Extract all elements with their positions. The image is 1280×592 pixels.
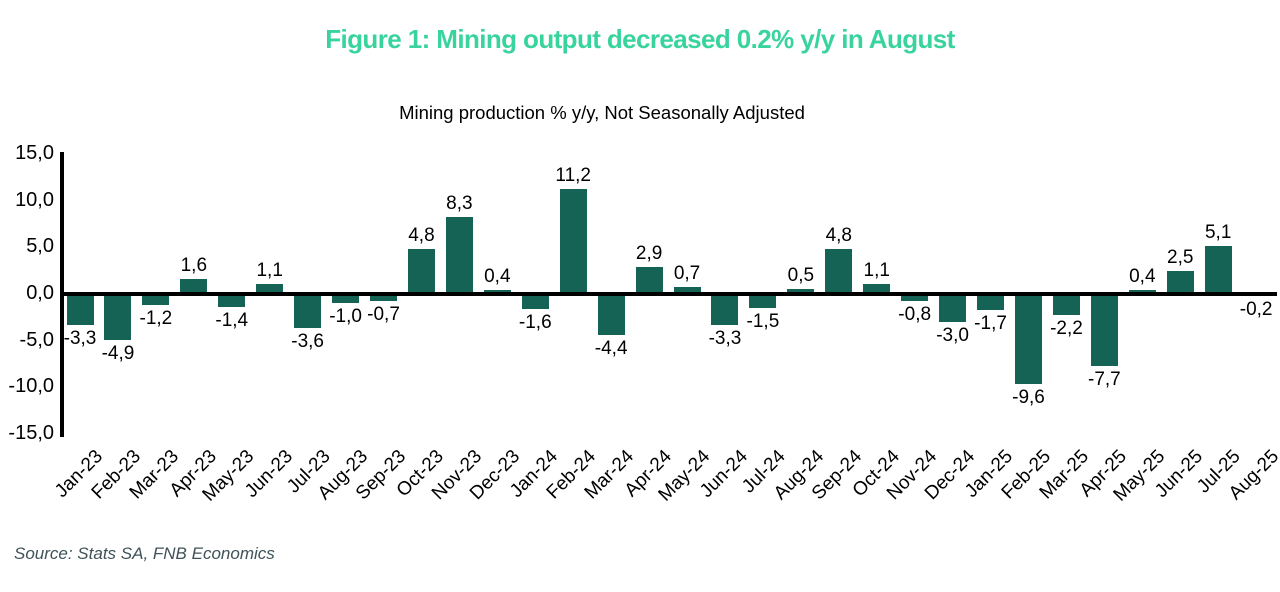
value-label: 11,2 bbox=[555, 165, 591, 187]
bar bbox=[1052, 294, 1080, 315]
bar bbox=[407, 249, 435, 294]
value-label: 1,1 bbox=[863, 259, 890, 281]
bar bbox=[521, 294, 549, 309]
value-label: -4,9 bbox=[101, 342, 135, 364]
y-tick-label: 10,0 bbox=[15, 188, 54, 211]
value-label: -1,0 bbox=[329, 306, 362, 328]
value-label: -0,7 bbox=[367, 303, 400, 325]
bar bbox=[1166, 270, 1194, 294]
bar bbox=[597, 294, 625, 336]
y-tick-label: 5,0 bbox=[26, 235, 54, 258]
value-label: 2,5 bbox=[1167, 246, 1194, 268]
value-label: -3,3 bbox=[708, 327, 742, 349]
bar bbox=[901, 294, 929, 302]
value-label: -2,2 bbox=[1050, 317, 1083, 339]
bar bbox=[825, 249, 853, 294]
bar bbox=[863, 283, 891, 294]
bar bbox=[180, 279, 208, 294]
value-label: 1,6 bbox=[180, 255, 208, 277]
value-label: 1,1 bbox=[256, 259, 283, 281]
bar bbox=[559, 189, 587, 294]
bar bbox=[332, 294, 360, 304]
zero-axis-line bbox=[60, 292, 1277, 296]
bar bbox=[294, 294, 322, 328]
bar bbox=[256, 283, 284, 294]
bar bbox=[1090, 294, 1118, 366]
bar bbox=[711, 294, 739, 325]
value-label: -1,2 bbox=[139, 308, 173, 330]
y-tick-label: 0,0 bbox=[26, 282, 54, 304]
value-label: 0,7 bbox=[673, 263, 701, 285]
value-label: -3,6 bbox=[291, 330, 324, 352]
value-label: 2,9 bbox=[635, 242, 663, 264]
value-label: -0,8 bbox=[898, 304, 932, 326]
value-label: -1,6 bbox=[518, 311, 552, 333]
bar bbox=[787, 289, 815, 294]
value-label: 8,3 bbox=[446, 192, 473, 214]
value-label: -3,3 bbox=[63, 327, 97, 349]
bar bbox=[939, 294, 967, 322]
figure-title: Figure 1: Mining output decreased 0.2% y… bbox=[325, 24, 955, 54]
bar bbox=[218, 294, 246, 308]
bar bbox=[749, 294, 777, 308]
value-label: -7,7 bbox=[1088, 368, 1121, 390]
value-label: 5,1 bbox=[1204, 222, 1232, 244]
value-label: 0,4 bbox=[484, 266, 511, 288]
bar bbox=[445, 216, 473, 294]
value-label: 4,8 bbox=[825, 225, 852, 247]
bar bbox=[142, 294, 170, 306]
source-note: Source: Stats SA, FNB Economics bbox=[14, 544, 275, 563]
value-label: -3,0 bbox=[936, 324, 969, 346]
bar bbox=[1204, 246, 1232, 294]
value-label: 4,8 bbox=[408, 225, 435, 247]
y-tick-label: -15,0 bbox=[8, 421, 54, 444]
value-label: 0,5 bbox=[787, 265, 815, 287]
y-tick-label: 15,0 bbox=[15, 142, 54, 164]
value-label: -9,6 bbox=[1012, 386, 1045, 408]
bar bbox=[977, 294, 1005, 310]
bar bbox=[66, 294, 94, 325]
value-label: -1,4 bbox=[215, 310, 249, 332]
y-tick-label: -5,0 bbox=[19, 328, 54, 351]
bar bbox=[370, 294, 398, 301]
y-tick-label: -10,0 bbox=[8, 375, 54, 398]
value-label: -1,7 bbox=[974, 312, 1007, 334]
bar bbox=[673, 287, 701, 294]
value-label: 0,4 bbox=[1129, 266, 1156, 288]
chart-subtitle: Mining production % y/y, Not Seasonally … bbox=[399, 102, 805, 123]
bar bbox=[104, 294, 132, 340]
value-label: -4,4 bbox=[594, 338, 628, 360]
bar bbox=[1015, 294, 1042, 384]
value-label: -0,2 bbox=[1239, 298, 1273, 320]
value-label: -1,5 bbox=[746, 310, 780, 332]
bar bbox=[635, 266, 663, 294]
